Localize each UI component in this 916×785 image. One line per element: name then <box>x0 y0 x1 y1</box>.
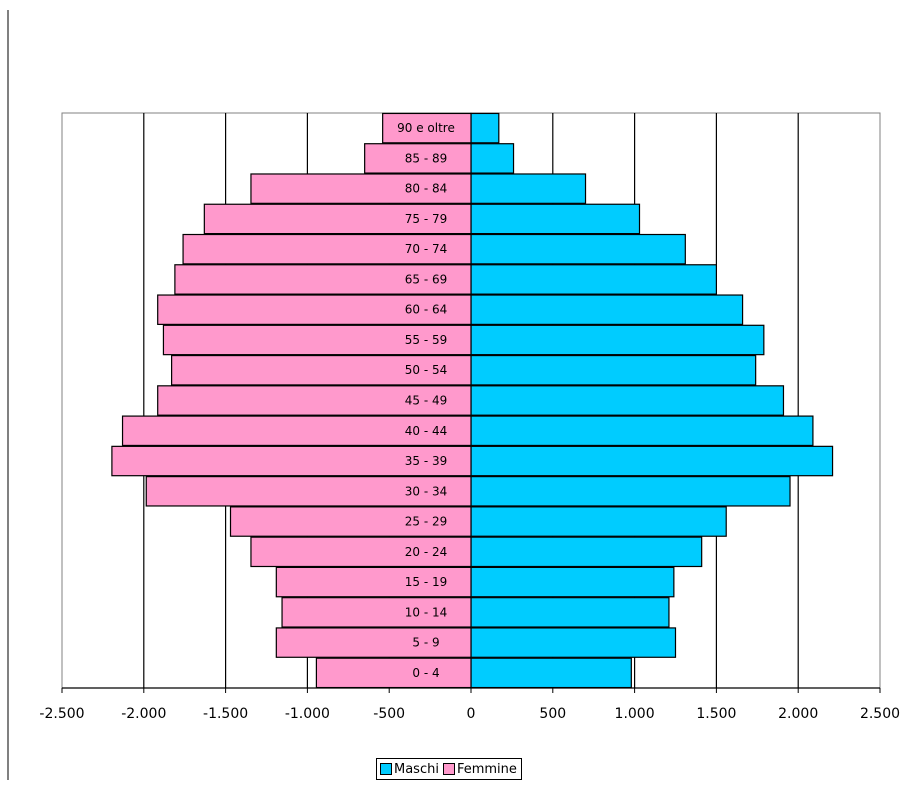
category-label-15: 75 - 79 <box>405 212 448 226</box>
x-tick-label-10: 2.500 <box>860 706 900 722</box>
bar-maschi-10 <box>470 354 757 386</box>
legend: Maschi Femmine <box>376 758 522 780</box>
bar-femmine-8 <box>121 415 472 447</box>
bar-femmine-5 <box>229 506 472 537</box>
x-tick-label-2: -1.500 <box>203 706 248 722</box>
legend-label-femmine: Femmine <box>456 761 517 777</box>
category-label-1: 5 - 9 <box>412 636 439 650</box>
x-tick-label-1: -2.000 <box>121 706 166 722</box>
bar-femmine-7 <box>111 445 472 477</box>
category-label-2: 10 - 14 <box>405 605 448 619</box>
bar-maschi-0 <box>470 657 632 689</box>
category-label-12: 60 - 64 <box>405 303 448 317</box>
bar-femmine-3 <box>275 566 472 598</box>
bar-maschi-17 <box>470 143 515 174</box>
legend-label-maschi: Maschi <box>394 761 439 777</box>
category-label-13: 65 - 69 <box>405 272 448 286</box>
category-label-4: 20 - 24 <box>405 545 448 559</box>
bar-maschi-4 <box>470 536 703 568</box>
category-label-7: 35 - 39 <box>405 454 448 468</box>
legend-swatch-femmine <box>442 763 455 775</box>
bar-femmine-10 <box>171 354 472 386</box>
category-label-0: 0 - 4 <box>412 666 439 680</box>
bar-femmine-0 <box>315 657 472 689</box>
bar-maschi-15 <box>470 203 641 235</box>
bar-maschi-2 <box>470 597 670 628</box>
category-label-5: 25 - 29 <box>405 515 448 529</box>
bar-maschi-5 <box>470 506 727 537</box>
x-tick-label-0: -2.500 <box>39 706 84 722</box>
category-label-6: 30 - 34 <box>405 484 448 498</box>
category-label-3: 15 - 19 <box>405 575 448 589</box>
category-label-10: 50 - 54 <box>405 363 448 377</box>
bar-femmine-17 <box>364 143 472 174</box>
bar-femmine-13 <box>174 264 472 295</box>
bar-maschi-1 <box>470 627 677 658</box>
x-tick-label-6: 500 <box>539 706 566 722</box>
bar-maschi-12 <box>470 294 744 325</box>
category-label-8: 40 - 44 <box>405 424 448 438</box>
bar-maschi-11 <box>470 324 765 356</box>
bar-femmine-1 <box>275 627 472 658</box>
x-tick-label-3: -1.000 <box>285 706 330 722</box>
bar-maschi-7 <box>470 445 834 477</box>
x-tick-label-5: 0 <box>467 706 476 722</box>
bar-maschi-18 <box>470 112 500 144</box>
legend-item-femmine: Femmine <box>442 761 517 777</box>
bar-femmine-12 <box>157 294 472 325</box>
bar-femmine-11 <box>162 324 472 356</box>
bar-femmine-4 <box>250 536 472 568</box>
bar-maschi-16 <box>470 173 587 204</box>
category-label-18: 90 e oltre <box>397 121 455 135</box>
bar-maschi-14 <box>470 233 686 265</box>
bar-femmine-15 <box>203 203 472 235</box>
legend-swatch-maschi <box>380 763 392 775</box>
x-tick-label-7: 1.000 <box>615 706 655 722</box>
category-label-17: 85 - 89 <box>405 151 448 165</box>
category-label-14: 70 - 74 <box>405 242 448 256</box>
category-label-11: 55 - 59 <box>405 333 448 347</box>
bar-femmine-9 <box>157 385 472 416</box>
bar-femmine-18 <box>382 112 472 144</box>
bar-femmine-2 <box>281 597 472 628</box>
bar-maschi-9 <box>470 385 785 416</box>
category-label-9: 45 - 49 <box>405 394 448 408</box>
bar-maschi-13 <box>470 264 717 295</box>
bar-maschi-3 <box>470 566 675 598</box>
x-tick-label-9: 2.000 <box>778 706 818 722</box>
bar-femmine-16 <box>250 173 472 204</box>
bar-femmine-6 <box>145 476 472 507</box>
category-label-16: 80 - 84 <box>405 182 448 196</box>
bar-maschi-6 <box>470 476 791 507</box>
legend-item-maschi: Maschi <box>380 762 439 777</box>
bar-femmine-14 <box>182 233 472 265</box>
bar-maschi-8 <box>470 415 814 447</box>
x-tick-label-8: 1.500 <box>696 706 736 722</box>
x-tick-label-4: -500 <box>373 706 405 722</box>
